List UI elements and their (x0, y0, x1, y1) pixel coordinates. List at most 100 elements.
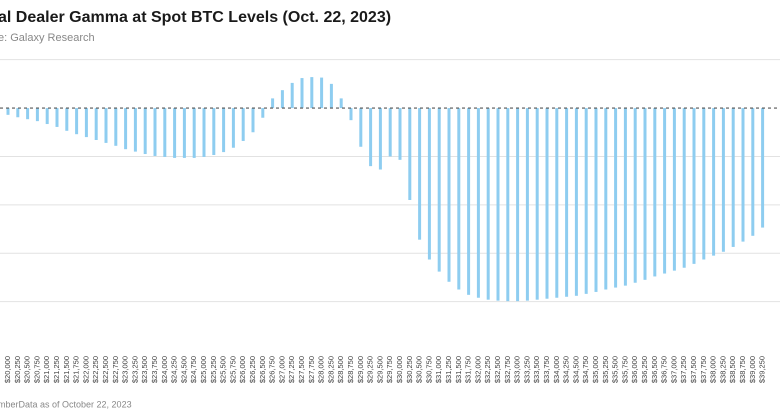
x-tick-label: $28,000 (317, 356, 326, 383)
bar (594, 108, 598, 292)
bar (614, 108, 618, 288)
bar (398, 108, 402, 160)
bar (427, 108, 431, 260)
x-tick-label: $29,750 (385, 356, 394, 383)
bar (202, 108, 206, 157)
x-tick-label: $24,250 (170, 356, 179, 383)
x-tick-label: $32,500 (493, 356, 502, 383)
x-tick-label: $29,000 (356, 356, 365, 383)
x-tick-label: $28,250 (326, 356, 335, 383)
bar (84, 108, 88, 138)
bar (163, 108, 167, 157)
bar (761, 108, 765, 228)
bar (241, 108, 245, 141)
bar (26, 108, 30, 120)
chart-title: al Dealer Gamma at Spot BTC Levels (Oct.… (0, 9, 391, 26)
x-tick-label: $21,000 (42, 356, 51, 383)
x-tick-label: $27,000 (277, 356, 286, 383)
bar (359, 108, 363, 147)
x-tick-label: $31,500 (454, 356, 463, 383)
bar (349, 108, 353, 121)
bar (45, 108, 49, 125)
bar (6, 108, 10, 115)
bar (261, 108, 265, 118)
bar (496, 108, 500, 301)
x-tick-label: $21,250 (52, 356, 61, 383)
bar (418, 108, 422, 240)
x-tick-label: $34,000 (552, 356, 561, 383)
x-tick-label: $25,250 (209, 356, 218, 383)
bar (467, 108, 471, 295)
x-tick-label: $20,250 (13, 356, 22, 383)
bar (290, 82, 294, 109)
bar (663, 108, 667, 274)
bar (378, 108, 382, 170)
x-tick-label: $22,750 (111, 356, 120, 383)
x-tick-label: $21,750 (72, 356, 81, 383)
bar (506, 108, 510, 302)
x-tick-label: $36,500 (650, 356, 659, 383)
chart-subtitle: e: Galaxy Research (0, 32, 95, 44)
x-tick-label: $33,750 (542, 356, 551, 383)
bar (408, 108, 412, 200)
x-tick-label: $32,000 (473, 356, 482, 383)
bar (457, 108, 461, 290)
x-tick-label: $30,500 (415, 356, 424, 383)
bar (712, 108, 716, 256)
bar (182, 108, 186, 158)
bar (173, 108, 177, 158)
bar (584, 108, 588, 294)
x-tick-label: $36,250 (640, 356, 649, 383)
x-tick-label: $27,500 (297, 356, 306, 383)
bar (731, 108, 735, 247)
bar (114, 108, 118, 146)
bar (447, 108, 451, 282)
x-tick-label: $20,500 (23, 356, 32, 383)
bar (672, 108, 676, 271)
bar (388, 108, 392, 157)
footnote: mberData as of October 22, 2023 (0, 399, 132, 409)
x-tick-label: $24,000 (160, 356, 169, 383)
x-tick-label: $30,000 (395, 356, 404, 383)
bar (486, 108, 490, 300)
x-tick-label: $22,250 (91, 356, 100, 383)
bar (721, 108, 725, 252)
x-tick-label: $38,000 (709, 356, 718, 383)
bar (604, 108, 608, 290)
bar (310, 77, 314, 109)
x-tick-label: $20,000 (3, 356, 12, 383)
bar (692, 108, 696, 264)
x-tick-label: $35,000 (591, 356, 600, 383)
x-tick-label: $23,500 (140, 356, 149, 383)
x-tick-label: $34,250 (562, 356, 571, 383)
x-tick-label: $33,500 (532, 356, 541, 383)
bar (35, 108, 39, 122)
x-tick-label: $37,000 (669, 356, 678, 383)
bar (329, 83, 333, 109)
bar (476, 108, 480, 298)
bar (751, 108, 755, 236)
bar (320, 77, 324, 109)
bar (212, 108, 216, 155)
x-tick-label: $23,000 (121, 356, 130, 383)
bar (104, 108, 108, 143)
x-tick-label: $27,250 (287, 356, 296, 383)
bar (545, 108, 549, 299)
bar (516, 108, 520, 302)
x-tick-label: $30,250 (405, 356, 414, 383)
x-tick-label: $35,250 (601, 356, 610, 383)
bar (300, 78, 304, 109)
x-tick-label: $39,250 (758, 356, 767, 383)
x-tick-label: $22,500 (101, 356, 110, 383)
bar (574, 108, 578, 296)
x-tick-label: $36,750 (660, 356, 669, 383)
x-tick-label: $35,500 (611, 356, 620, 383)
bar (192, 108, 196, 158)
bar (55, 108, 59, 127)
x-tick-label: $30,750 (424, 356, 433, 383)
x-tick-label: $34,750 (581, 356, 590, 383)
bar (339, 98, 343, 109)
x-tick-label: $21,500 (62, 356, 71, 383)
bar (251, 108, 255, 133)
x-tick-label: $24,750 (189, 356, 198, 383)
